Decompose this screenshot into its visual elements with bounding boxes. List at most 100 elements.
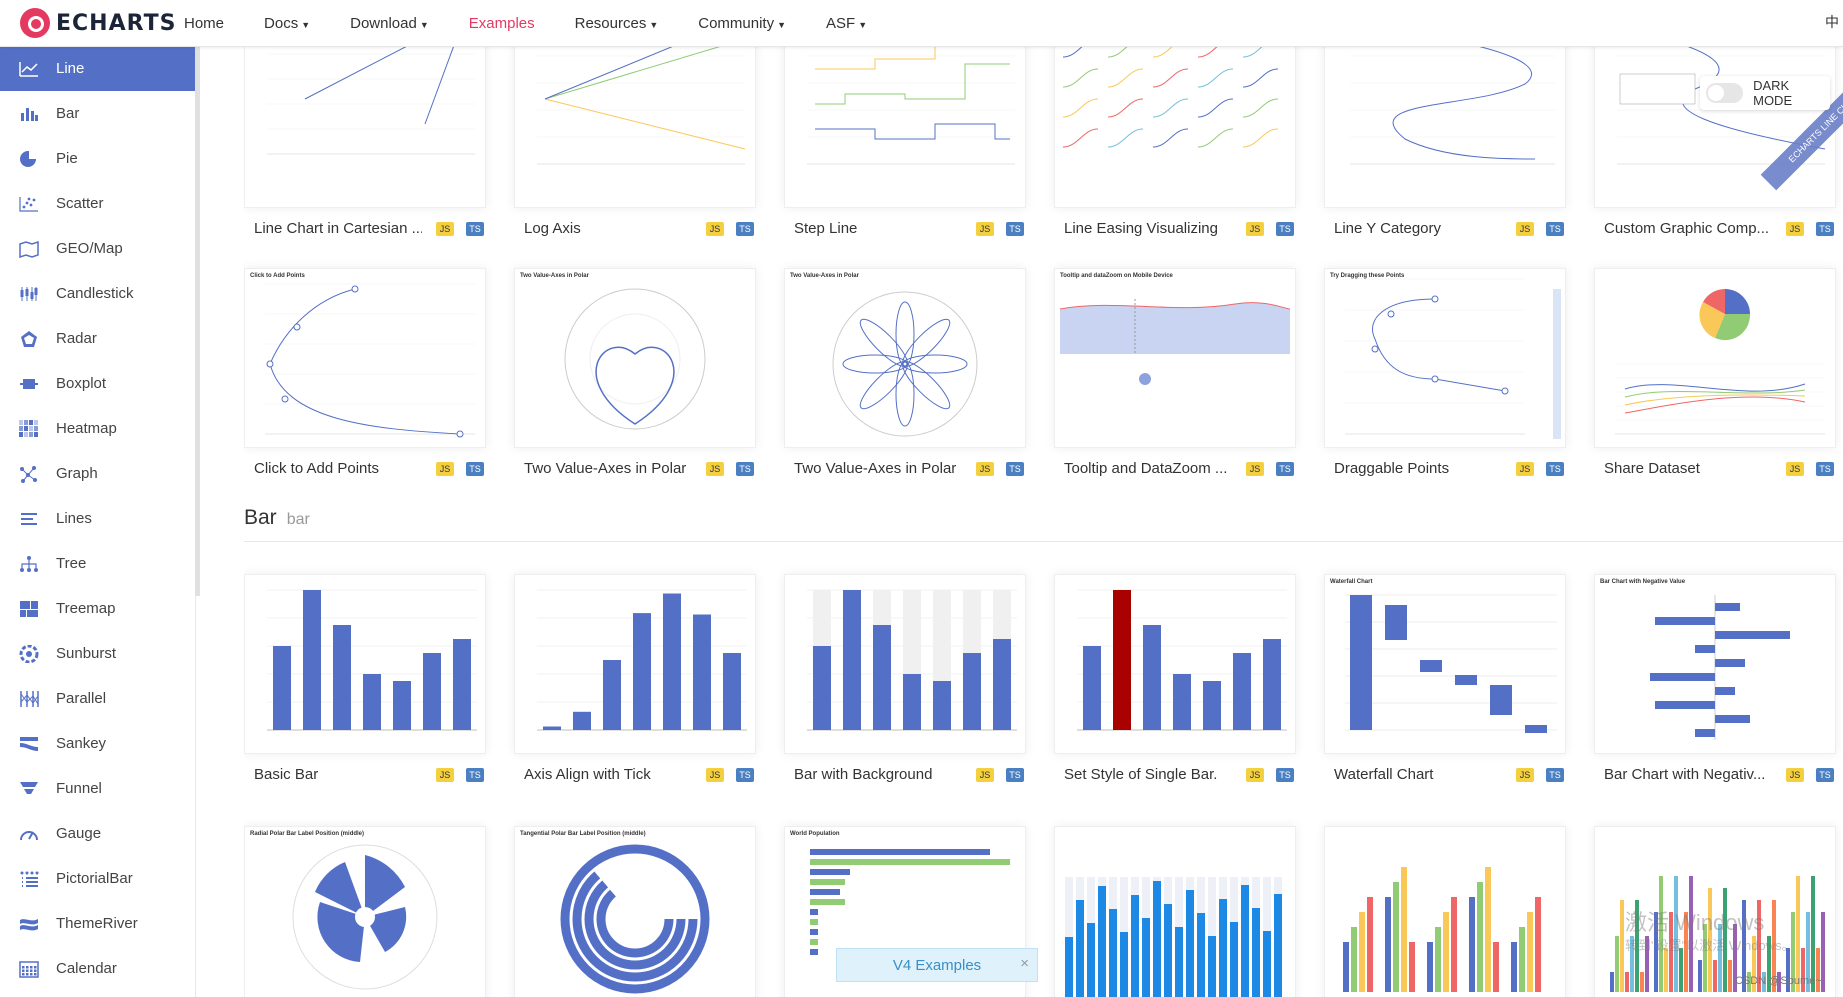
example-thumbnail[interactable] (244, 574, 486, 754)
js-badge[interactable]: JS (706, 222, 724, 236)
example-thumbnail[interactable] (1594, 268, 1836, 448)
example-thumbnail[interactable] (514, 574, 756, 754)
ts-badge[interactable]: TS (1276, 222, 1294, 236)
example-card[interactable] (1594, 826, 1836, 997)
example-thumbnail[interactable] (784, 574, 1026, 754)
example-thumbnail[interactable] (1324, 46, 1566, 208)
example-card[interactable]: Try Dragging these Points Draggable Point… (1324, 268, 1566, 488)
ts-badge[interactable]: TS (466, 222, 484, 236)
example-title[interactable]: Line Easing Visualizing (1064, 219, 1218, 237)
ts-badge[interactable]: TS (466, 462, 484, 476)
js-badge[interactable]: JS (706, 462, 724, 476)
example-title[interactable]: Basic Bar (254, 765, 319, 783)
v4-examples-banner[interactable]: V4 Examples × (836, 948, 1038, 982)
nav-item-asf[interactable]: ASF ▼ (826, 15, 867, 32)
echarts-logo[interactable]: ECHARTS (20, 6, 176, 40)
ts-badge[interactable]: TS (466, 768, 484, 782)
example-title[interactable]: Click to Add Points (254, 459, 380, 477)
example-thumbnail[interactable]: Tangential Polar Bar Label Position (mid… (514, 826, 756, 997)
example-thumbnail[interactable]: Tooltip and dataZoom on Mobile Device (1054, 268, 1296, 448)
example-title[interactable]: Tooltip and DataZoom ... (1064, 459, 1228, 477)
js-badge[interactable]: JS (436, 222, 454, 236)
ts-badge[interactable]: TS (1546, 768, 1564, 782)
example-title[interactable]: Step Line (794, 219, 858, 237)
nav-item-download[interactable]: Download ▼ (350, 15, 429, 32)
example-thumbnail[interactable]: Try Dragging these Points (1324, 268, 1566, 448)
sidebar-item-heatmap[interactable]: Heatmap (0, 406, 195, 451)
ts-badge[interactable]: TS (736, 222, 754, 236)
toggle-switch[interactable] (1706, 83, 1744, 103)
example-thumbnail[interactable]: Waterfall Chart (1324, 574, 1566, 754)
ts-badge[interactable]: TS (1276, 768, 1294, 782)
example-thumbnail[interactable]: Two Value-Axes in Polar (784, 268, 1026, 448)
example-thumbnail[interactable] (244, 46, 486, 208)
sidebar-item-pie[interactable]: Pie (0, 136, 195, 181)
js-badge[interactable]: JS (1246, 768, 1264, 782)
js-badge[interactable]: JS (1516, 462, 1534, 476)
nav-item-docs[interactable]: Docs ▼ (264, 15, 310, 32)
example-thumbnail[interactable] (1054, 46, 1296, 208)
js-badge[interactable]: JS (1786, 768, 1804, 782)
example-card[interactable]: Line Easing Visualizing JS TS (1054, 46, 1296, 248)
example-thumbnail[interactable]: Two Value-Axes in Polar (514, 268, 756, 448)
example-card[interactable]: Click to Add Points Click to Add Points JS… (244, 268, 486, 488)
example-title[interactable]: Waterfall Chart (1334, 765, 1434, 783)
ts-badge[interactable]: TS (1546, 462, 1564, 476)
sidebar-item-sunburst[interactable]: Sunburst (0, 631, 195, 676)
example-thumbnail[interactable] (1054, 574, 1296, 754)
sidebar-item-funnel[interactable]: Funnel (0, 766, 195, 811)
example-card[interactable]: Tooltip and dataZoom on Mobile Device Too… (1054, 268, 1296, 488)
example-card[interactable]: Line Chart in Cartesian ... JS TS (244, 46, 486, 248)
ts-badge[interactable]: TS (736, 768, 754, 782)
ts-badge[interactable]: TS (1816, 768, 1834, 782)
example-title[interactable]: Bar Chart with Negativ... (1604, 765, 1766, 783)
example-title[interactable]: Two Value-Axes in Polar (794, 459, 957, 477)
sidebar-item-scatter[interactable]: Scatter (0, 181, 195, 226)
example-title[interactable]: Line Y Category (1334, 219, 1442, 237)
sidebar-item-geomap[interactable]: GEO/Map (0, 226, 195, 271)
nav-item-resources[interactable]: Resources ▼ (575, 15, 659, 32)
example-card[interactable]: Step Line JS TS (784, 46, 1026, 248)
example-card[interactable]: Line Y Category JS TS (1324, 46, 1566, 248)
example-card[interactable] (1324, 826, 1566, 997)
example-title[interactable]: Axis Align with Tick (524, 765, 651, 783)
example-card[interactable]: Axis Align with Tick JS TS (514, 574, 756, 794)
example-card[interactable]: Set Style of Single Bar. JS TS (1054, 574, 1296, 794)
example-thumbnail[interactable] (784, 46, 1026, 208)
example-card[interactable]: Waterfall Chart Waterfall Chart JS TS (1324, 574, 1566, 794)
nav-item-examples[interactable]: Examples (469, 15, 535, 32)
example-card[interactable]: Bar Chart with Negative Value Bar Chart w… (1594, 574, 1836, 794)
ts-badge[interactable]: TS (1816, 462, 1834, 476)
ts-badge[interactable]: TS (1546, 222, 1564, 236)
sidebar-item-themeriver[interactable]: ThemeRiver (0, 901, 195, 946)
js-badge[interactable]: JS (1516, 222, 1534, 236)
ts-badge[interactable]: TS (1816, 222, 1834, 236)
example-card[interactable]: Two Value-Axes in Polar Two Value-Axes in… (514, 268, 756, 488)
js-badge[interactable]: JS (436, 768, 454, 782)
sidebar-item-treemap[interactable]: Treemap (0, 586, 195, 631)
js-badge[interactable]: JS (436, 462, 454, 476)
js-badge[interactable]: JS (976, 768, 994, 782)
sidebar-item-sankey[interactable]: Sankey (0, 721, 195, 766)
js-badge[interactable]: JS (1246, 222, 1264, 236)
example-title[interactable]: Draggable Points (1334, 459, 1450, 477)
ts-badge[interactable]: TS (736, 462, 754, 476)
example-title[interactable]: Set Style of Single Bar. (1064, 765, 1218, 783)
js-badge[interactable]: JS (1516, 768, 1534, 782)
example-thumbnail[interactable] (1054, 826, 1296, 997)
example-card[interactable]: Two Value-Axes in Polar Two Value-Axes in… (784, 268, 1026, 488)
example-card[interactable]: Custom Graphic Comp... JS TS (1594, 46, 1836, 248)
example-thumbnail[interactable] (1324, 826, 1566, 997)
sidebar-scrollbar[interactable] (195, 46, 200, 596)
close-icon[interactable]: × (1020, 955, 1029, 972)
sidebar-item-bar[interactable]: Bar (0, 91, 195, 136)
example-card[interactable]: Radial Polar Bar Label Position (middle) (244, 826, 486, 997)
example-title[interactable]: Line Chart in Cartesian ... (254, 219, 422, 237)
example-card[interactable]: Tangential Polar Bar Label Position (mid… (514, 826, 756, 997)
example-card[interactable]: Bar with Background JS TS (784, 574, 1026, 794)
example-card[interactable]: Share Dataset JS TS (1594, 268, 1836, 488)
example-thumbnail[interactable] (1594, 46, 1836, 208)
nav-item-home[interactable]: Home (184, 15, 224, 32)
example-title[interactable]: Log Axis (524, 219, 581, 237)
js-badge[interactable]: JS (1786, 222, 1804, 236)
